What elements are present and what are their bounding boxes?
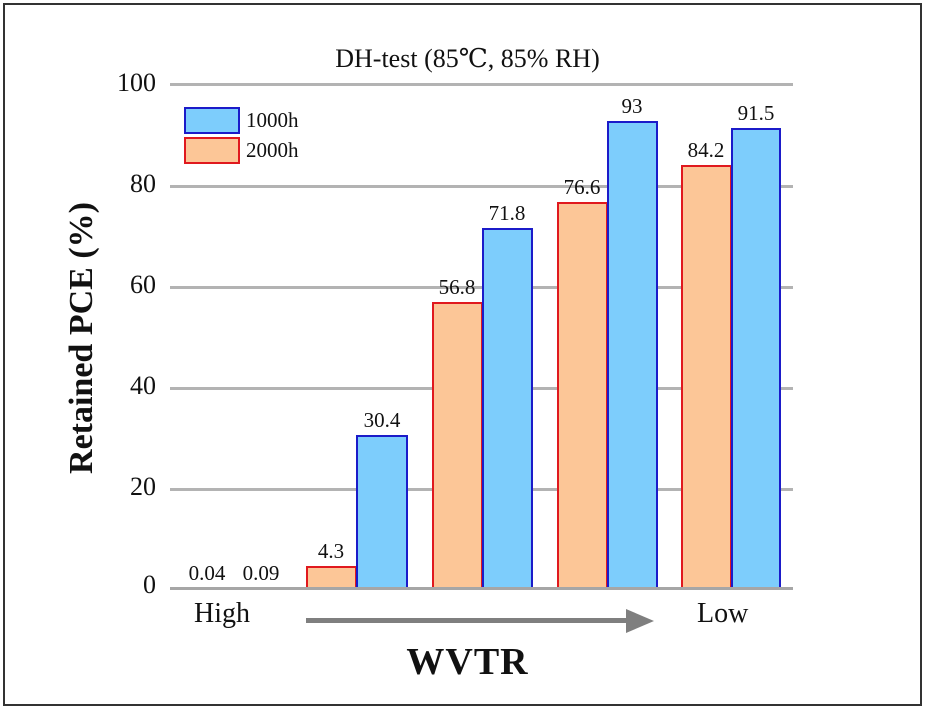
value-label-2000h-5: 84.2 — [687, 138, 725, 162]
x-annotation-high: High — [194, 598, 250, 629]
arrow-right-icon — [626, 609, 654, 633]
bar-2000h-5 — [681, 165, 732, 588]
bar-1000h-4 — [607, 121, 658, 588]
bar-2000h-4 — [557, 202, 608, 588]
x-axis-baseline — [170, 587, 793, 590]
value-label-1000h-4: 93 — [621, 94, 643, 118]
wvtr-arrow-line — [306, 618, 636, 623]
legend-item-1000h: 1000h — [184, 107, 299, 134]
y-tick-0: 0 — [143, 570, 156, 599]
bar-1000h-2 — [356, 435, 408, 588]
value-label-1000h-1: 0.09 — [242, 561, 280, 585]
gridline-60 — [170, 286, 793, 289]
y-tick-100: 100 — [117, 68, 156, 97]
y-tick-20: 20 — [130, 472, 156, 501]
x-axis-label: WVTR — [406, 641, 529, 683]
legend-label-1000h: 1000h — [246, 108, 299, 132]
value-label-2000h-4: 76.6 — [563, 175, 601, 199]
value-label-1000h-2: 30.4 — [363, 408, 401, 432]
value-label-2000h-3: 56.8 — [438, 275, 476, 299]
legend-item-2000h: 2000h — [184, 137, 299, 164]
legend-swatch-2000h — [184, 137, 240, 164]
y-tick-80: 80 — [130, 169, 156, 198]
value-label-1000h-5: 91.5 — [737, 101, 775, 125]
y-axis-label: Retained PCE (%) — [63, 202, 100, 474]
x-annotation-low: Low — [697, 598, 749, 629]
bar-2000h-2 — [306, 566, 357, 588]
legend-swatch-1000h — [184, 107, 240, 134]
bar-2000h-3 — [432, 302, 483, 588]
y-tick-40: 40 — [130, 371, 156, 400]
value-label-2000h-2: 4.3 — [317, 539, 345, 563]
value-label-2000h-1: 0.04 — [188, 561, 226, 585]
bar-1000h-3 — [482, 228, 533, 588]
y-tick-60: 60 — [130, 270, 156, 299]
bar-1000h-5 — [731, 128, 781, 588]
legend-label-2000h: 2000h — [246, 138, 299, 162]
value-label-1000h-3: 71.8 — [488, 201, 526, 225]
gridline-80 — [170, 185, 793, 188]
gridline-100 — [170, 83, 793, 86]
chart-title: DH-test (85℃, 85% RH) — [335, 44, 600, 73]
